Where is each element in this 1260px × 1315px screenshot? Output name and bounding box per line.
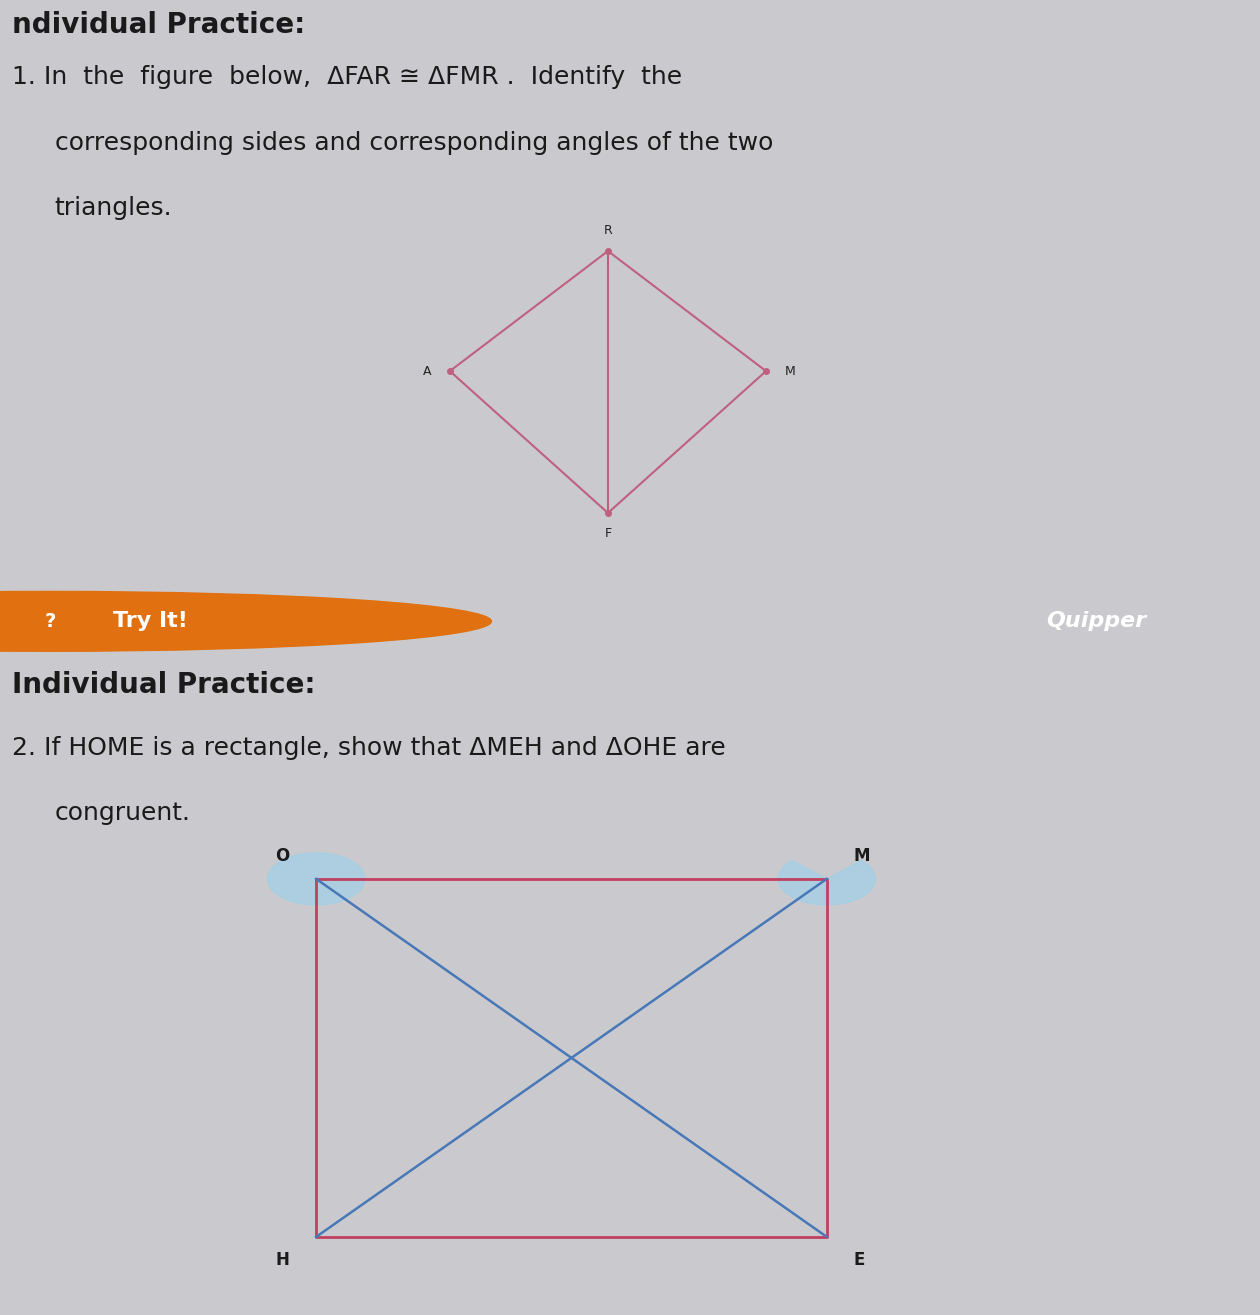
Text: ?: ? <box>44 611 57 631</box>
Text: ndividual Practice:: ndividual Practice: <box>13 11 305 39</box>
Text: E: E <box>853 1251 864 1269</box>
Wedge shape <box>267 853 364 905</box>
Text: M: M <box>853 847 871 864</box>
Text: O: O <box>275 847 290 864</box>
Text: Try It!: Try It! <box>113 611 188 631</box>
Text: congruent.: congruent. <box>54 801 190 825</box>
Text: M: M <box>784 364 795 377</box>
Circle shape <box>0 592 491 651</box>
Wedge shape <box>779 860 876 905</box>
Text: Individual Practice:: Individual Practice: <box>13 671 316 698</box>
Text: A: A <box>423 364 432 377</box>
Text: H: H <box>276 1251 290 1269</box>
Text: corresponding sides and corresponding angles of the two: corresponding sides and corresponding an… <box>54 132 774 155</box>
Text: R: R <box>604 225 612 238</box>
Text: Quipper: Quipper <box>1046 611 1147 631</box>
Text: triangles.: triangles. <box>54 196 173 221</box>
Text: 1. In  the  figure  below,  ΔFAR ≅ ΔFMR .  Identify  the: 1. In the figure below, ΔFAR ≅ ΔFMR . Id… <box>13 66 682 89</box>
Text: F: F <box>605 526 611 539</box>
Text: 2. If HOME is a rectangle, show that ΔMEH and ΔOHE are: 2. If HOME is a rectangle, show that ΔME… <box>13 735 726 760</box>
